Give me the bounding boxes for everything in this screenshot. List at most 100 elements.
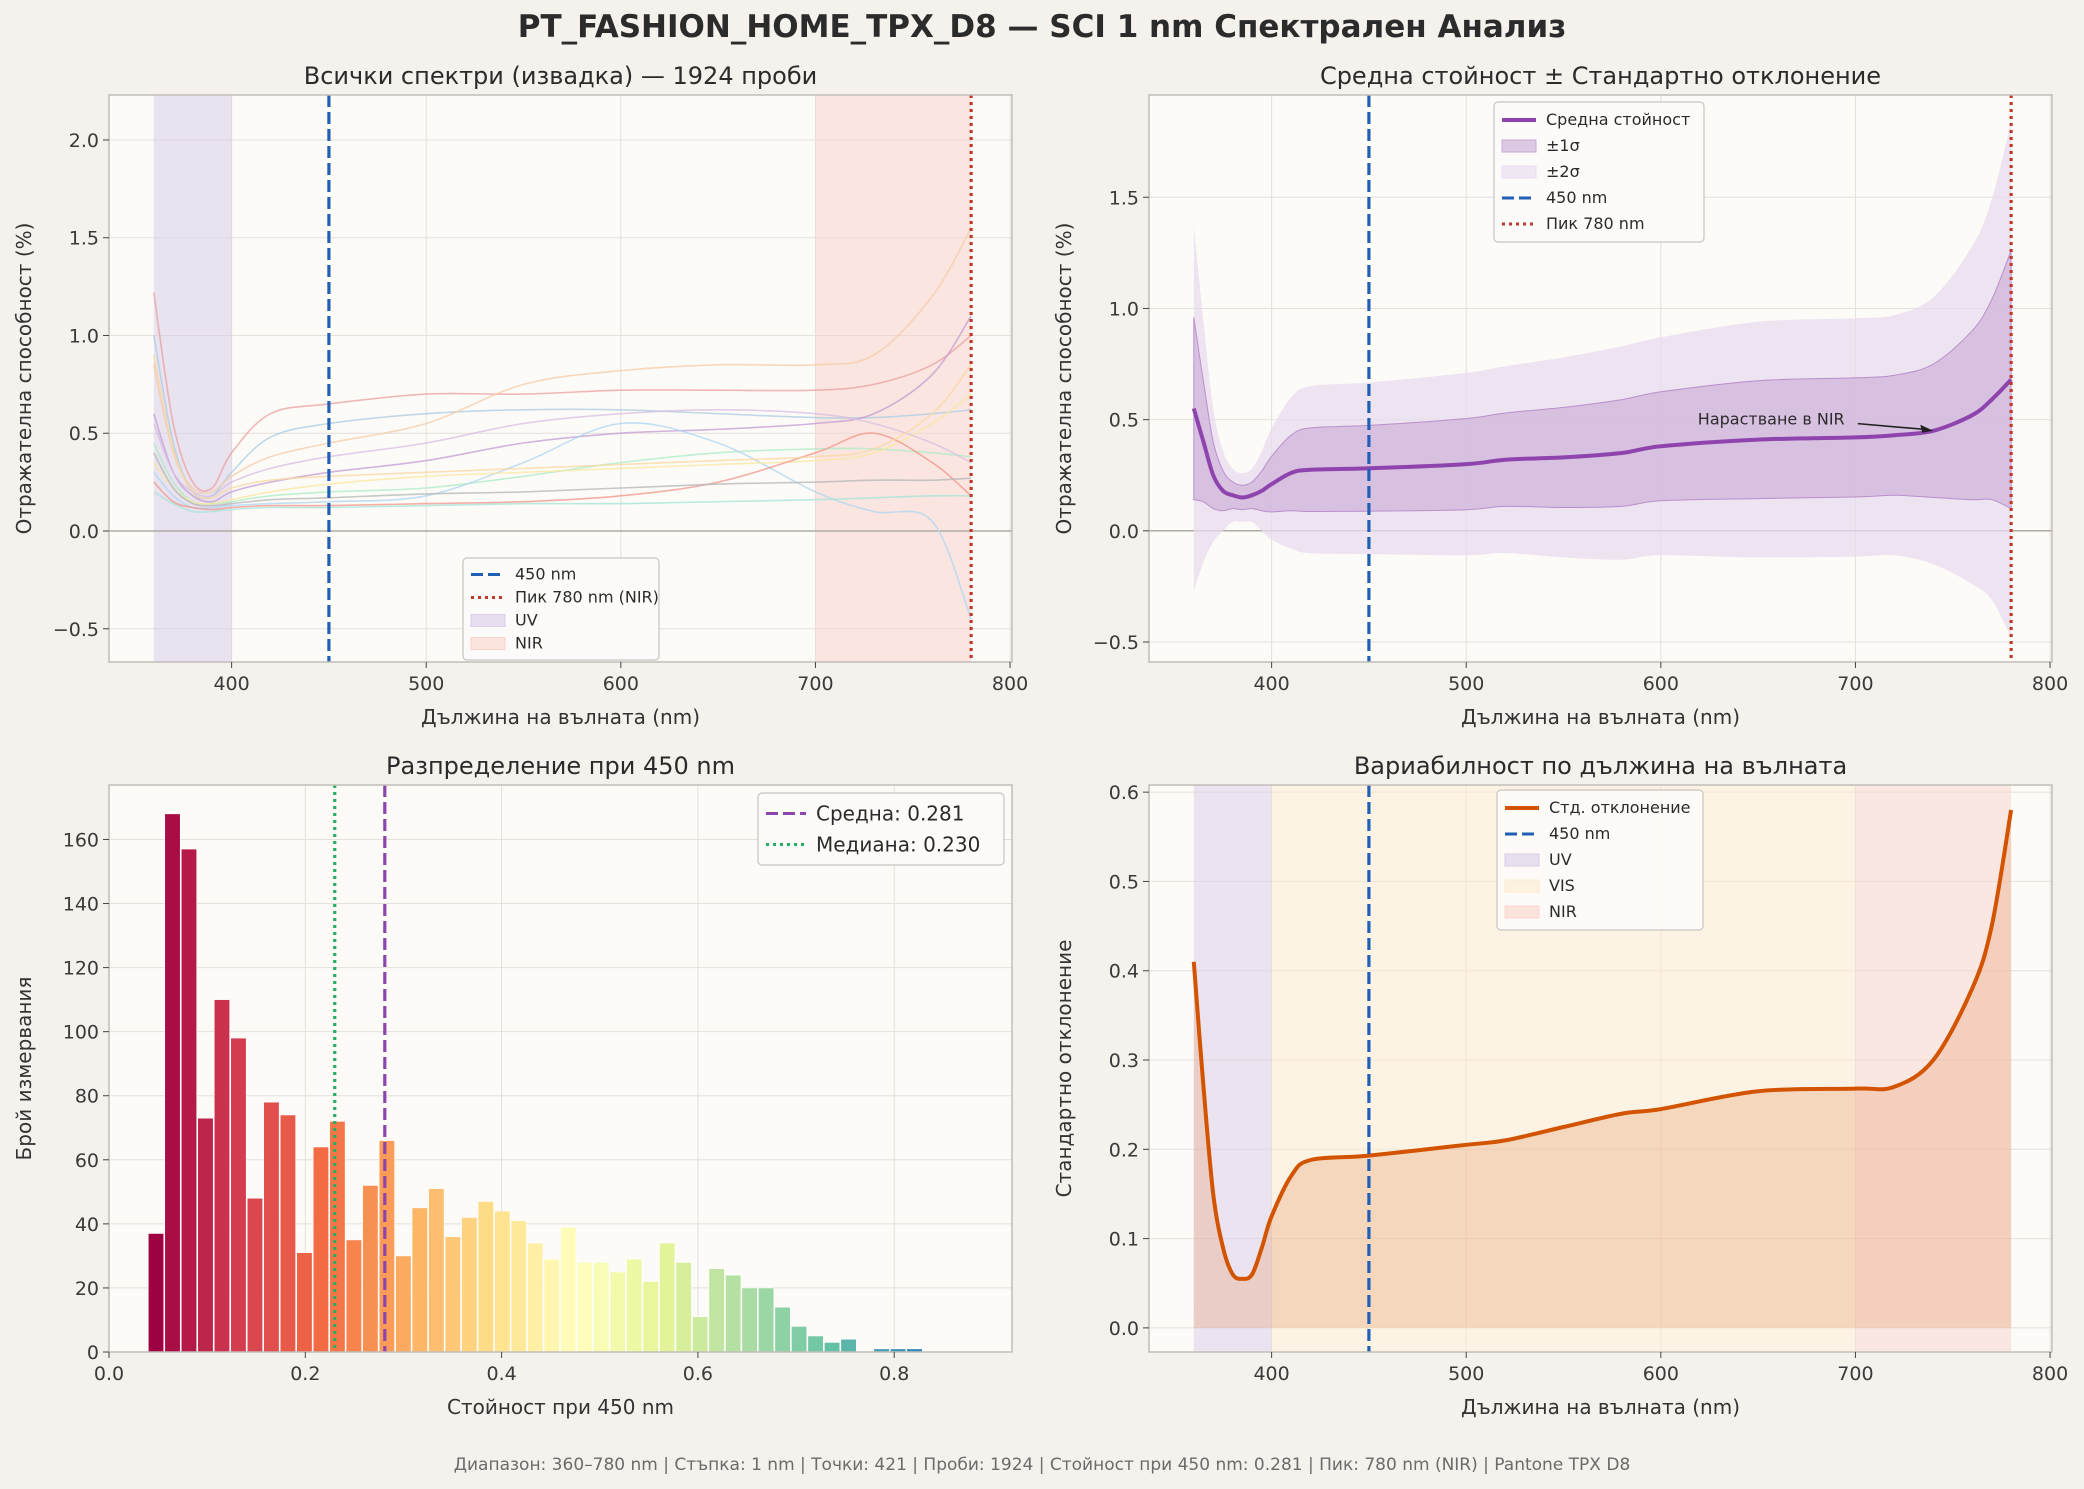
y-tick-label: 1.0 <box>69 325 99 347</box>
legend-label: NIR <box>1549 902 1577 921</box>
spectrum-line <box>153 422 972 620</box>
legend-label: UV <box>515 611 538 630</box>
histogram-bar <box>213 999 231 1353</box>
histogram-bar <box>263 1101 280 1353</box>
y-tick-label: 2.0 <box>69 130 99 152</box>
legend-label: ±1σ <box>1546 136 1580 155</box>
histogram-bar <box>147 1233 165 1353</box>
std-line <box>1191 809 2014 1281</box>
legend-box <box>1496 789 1704 931</box>
spectrum-line <box>153 227 972 495</box>
plot-frame <box>1148 94 2053 663</box>
x-tick-label: 0.4 <box>486 1363 516 1385</box>
histogram-bar <box>378 1140 395 1353</box>
spectrum-line <box>153 452 972 507</box>
x-tick-label: 700 <box>1837 1363 1873 1385</box>
histogram-bar <box>180 848 198 1353</box>
histogram-bar <box>560 1226 577 1353</box>
histogram-bar <box>758 1287 775 1353</box>
x-tick-label: 400 <box>213 673 249 695</box>
legend-swatch <box>1504 879 1540 893</box>
band-nir <box>815 95 972 662</box>
y-tick-label: 160 <box>63 829 99 851</box>
plot-frame <box>108 784 1013 1353</box>
y-tick-label: 0.5 <box>69 423 99 445</box>
y-axis-label: Отражателна способност (%) <box>12 223 36 535</box>
histogram-bar <box>461 1217 478 1353</box>
y-tick-label: −0.5 <box>53 619 99 641</box>
std-area <box>1193 810 2012 1328</box>
legend-label: UV <box>1549 850 1572 869</box>
legend-swatch <box>470 637 506 650</box>
histogram-bar <box>312 1146 329 1353</box>
legend-label: Пик 780 nm <box>1546 214 1645 233</box>
legend-label: Средна стойност <box>1546 110 1690 129</box>
all-spectra-panel: 400 500 600 700 800 −0.5 0.0 0.5 1.0 1.5 2.0 Всички… <box>12 62 1028 729</box>
y-axis-label: Стандартно отклонение <box>1052 940 1076 1198</box>
panel-title: Средна стойност ± Стандартно отклонение <box>1320 62 1881 90</box>
histogram-bar <box>345 1239 362 1353</box>
x-axis-label: Дължина на вълната (nm) <box>1461 705 1740 729</box>
histogram-bar <box>791 1326 808 1353</box>
x-tick-label: 500 <box>408 673 444 695</box>
histogram-bar <box>774 1306 791 1353</box>
legend: Средна: 0.281 Медиана: 0.230 <box>757 792 1005 866</box>
histogram-bar <box>626 1258 643 1353</box>
legend-label: Стд. отклонение <box>1549 798 1691 817</box>
annotation-arrowhead <box>1920 424 1934 433</box>
x-tick-label: 0.0 <box>94 1363 124 1385</box>
x-tick-label: 700 <box>1837 673 1873 695</box>
x-tick-label: 800 <box>992 673 1028 695</box>
x-tick-label: 0.2 <box>290 1363 320 1385</box>
y-tick-label: 40 <box>75 1214 99 1236</box>
histogram-bar <box>609 1271 626 1353</box>
histogram-bar <box>329 1121 346 1353</box>
y-tick-label: 0.0 <box>69 521 99 543</box>
panel-title: Всички спектри (извадка) — 1924 проби <box>304 62 817 90</box>
histogram-bar <box>725 1274 742 1353</box>
histogram-bar <box>576 1262 593 1353</box>
x-tick-label: 0.6 <box>683 1363 713 1385</box>
spectrum-line <box>153 408 972 498</box>
histogram-bar <box>708 1268 725 1353</box>
legend-swatch <box>1501 139 1537 153</box>
histogram-bar <box>675 1262 692 1353</box>
histogram-bar <box>593 1262 610 1353</box>
legend-swatch <box>470 614 506 627</box>
y-tick-label: 0.3 <box>1109 1050 1139 1072</box>
x-tick-label: 500 <box>1448 673 1484 695</box>
legend: 450 nm Пик 780 nm (NIR) UV NIR <box>462 557 660 661</box>
legend-label: VIS <box>1549 876 1575 895</box>
histogram-bar <box>246 1197 263 1353</box>
legend-box <box>462 557 660 661</box>
y-tick-label: 140 <box>63 894 99 916</box>
spectrum-line <box>153 315 972 503</box>
histogram-bar <box>510 1220 527 1353</box>
y-tick-label: −0.5 <box>1093 632 1139 654</box>
y-tick-label: 0.1 <box>1109 1229 1139 1251</box>
y-tick-label: 0.0 <box>1109 1318 1139 1340</box>
legend-label: ±2σ <box>1546 162 1580 181</box>
y-tick-label: 1.0 <box>1109 298 1139 320</box>
spectrum-line <box>153 432 972 511</box>
y-axis-label: Брой измервания <box>12 977 36 1161</box>
panel-title: Разпределение при 450 nm <box>386 752 735 780</box>
legend: Стд. отклонение 450 nm UV VIS NIR <box>1496 789 1704 931</box>
legend-label: Пик 780 nm (NIR) <box>515 588 659 607</box>
histogram-bar <box>527 1242 544 1353</box>
y-tick-label: 60 <box>75 1150 99 1172</box>
legend-box <box>1493 101 1705 243</box>
y-tick-label: 120 <box>63 958 99 980</box>
annotation-label: Нарастване в NIR <box>1698 410 1845 429</box>
histogram-bar <box>477 1201 494 1353</box>
y-tick-label: 0.0 <box>1109 521 1139 543</box>
spectrum-line <box>153 491 972 513</box>
x-tick-label: 500 <box>1448 1363 1484 1385</box>
histogram-bar <box>543 1258 560 1353</box>
figure-title: PT_FASHION_HOME_TPX_D8 — SCI 1 nm Спектр… <box>518 9 1567 45</box>
x-tick-label: 0.8 <box>879 1363 909 1385</box>
y-tick-label: 1.5 <box>69 228 99 250</box>
histogram-bar <box>428 1188 445 1353</box>
band-nir <box>1855 785 2012 1352</box>
y-tick-label: 100 <box>63 1022 99 1044</box>
